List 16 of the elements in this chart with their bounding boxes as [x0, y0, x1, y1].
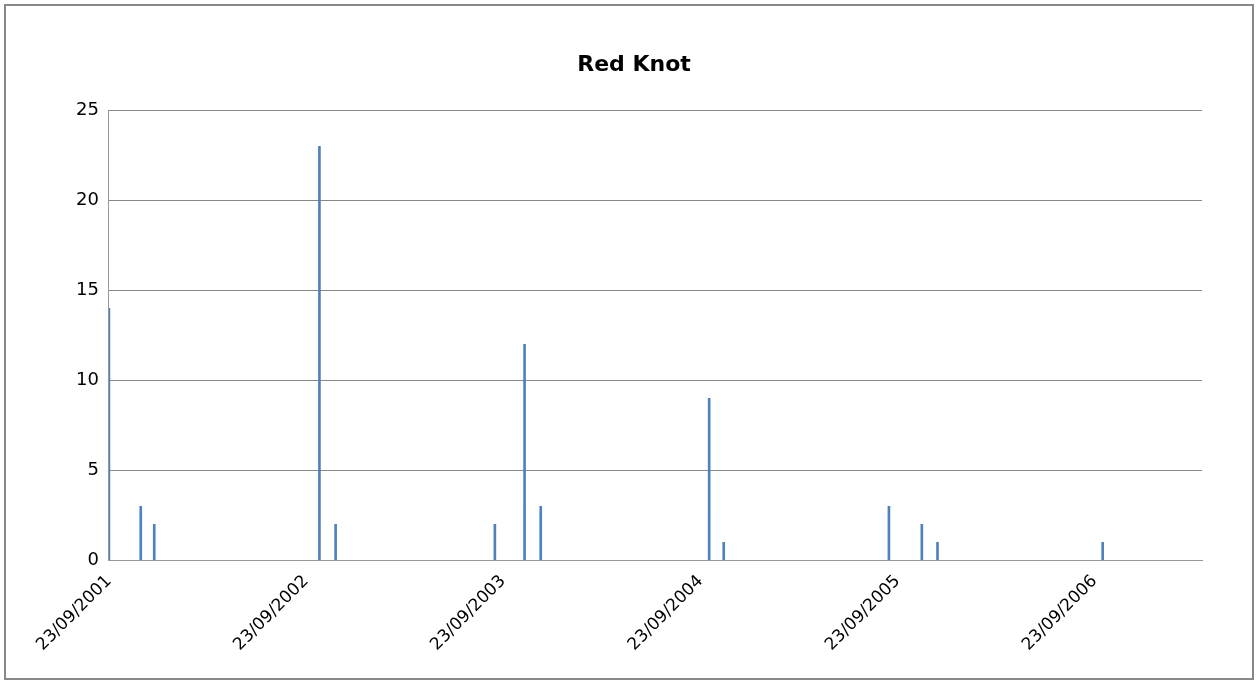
bar: [1101, 541, 1105, 561]
bar: [318, 146, 321, 561]
bar: [539, 505, 543, 561]
y-tick-label: 15: [76, 278, 99, 300]
chart-title: Red Knot: [577, 50, 692, 76]
y-tick-label: 20: [76, 188, 99, 210]
bar: [936, 541, 939, 561]
bar: [334, 523, 337, 561]
bar: [139, 505, 143, 561]
bar: [152, 523, 156, 561]
bar: [523, 344, 526, 561]
y-tick-label: 25: [76, 98, 99, 120]
y-tick-label: 10: [76, 368, 99, 390]
bar: [722, 541, 726, 561]
y-tick-label: 5: [87, 457, 99, 479]
y-tick-label: 0: [87, 547, 99, 569]
